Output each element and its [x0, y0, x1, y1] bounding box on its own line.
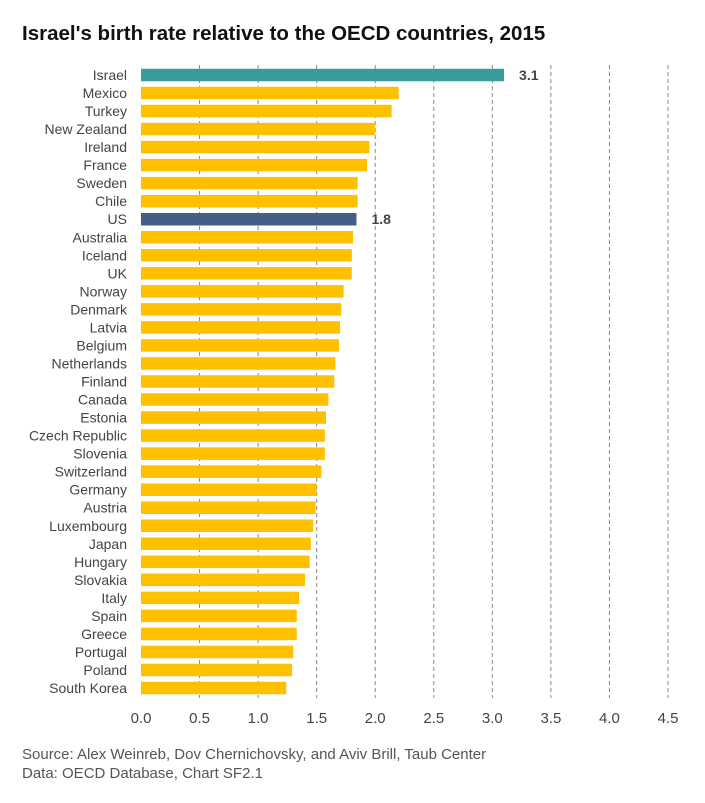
bar-belgium — [141, 339, 339, 352]
bar-estonia — [141, 411, 327, 424]
bar-greece — [141, 627, 297, 641]
category-label: Slovenia — [73, 446, 127, 462]
bar-netherlands — [141, 357, 336, 370]
bar-denmark — [141, 303, 342, 316]
bar-sweden — [141, 176, 358, 190]
category-label: Israel — [93, 67, 127, 83]
bar-new-zealand — [141, 122, 376, 136]
category-label: Italy — [101, 590, 127, 606]
category-label: Sweden — [76, 175, 127, 191]
category-label: South Korea — [49, 680, 127, 696]
x-tick-label: 1.0 — [248, 710, 269, 727]
category-label: Australia — [73, 229, 128, 245]
category-label: Belgium — [76, 337, 127, 353]
category-label: Austria — [83, 500, 127, 516]
x-tick-label: 0.0 — [131, 710, 152, 727]
bar-iceland — [141, 249, 352, 262]
category-label: Canada — [78, 392, 127, 408]
bar-mexico — [141, 86, 399, 100]
bar-uk — [141, 267, 352, 280]
category-label: Mexico — [83, 85, 128, 101]
category-label: Switzerland — [55, 464, 127, 480]
bar-switzerland — [141, 465, 322, 478]
bar-australia — [141, 231, 353, 244]
bar-turkey — [141, 104, 392, 118]
source-text: Source: Alex Weinreb, Dov Chernichovsky,… — [22, 746, 487, 763]
category-label: Denmark — [70, 301, 128, 317]
x-tick-label: 3.0 — [482, 710, 503, 727]
bar-finland — [141, 375, 335, 388]
x-tick-label: 2.0 — [365, 710, 386, 727]
category-label: Poland — [83, 662, 127, 678]
chart-title: Israel's birth rate relative to the OECD… — [22, 22, 546, 45]
category-label: Turkey — [85, 103, 127, 119]
category-label: Greece — [81, 626, 127, 642]
category-label: Portugal — [75, 644, 127, 660]
bar-israel — [141, 68, 505, 82]
category-label: Germany — [69, 482, 127, 498]
bar-slovenia — [141, 447, 325, 460]
category-label: Slovakia — [74, 572, 127, 588]
bar-portugal — [141, 645, 294, 659]
bar-poland — [141, 663, 293, 677]
x-tick-label: 3.5 — [540, 710, 561, 727]
bar-czech-republic — [141, 429, 325, 442]
x-tick-label: 0.5 — [189, 710, 210, 727]
category-label: Japan — [89, 536, 127, 552]
bar-latvia — [141, 321, 341, 334]
bar-canada — [141, 393, 329, 406]
x-tick-label: 4.5 — [658, 710, 679, 727]
bar-france — [141, 158, 368, 172]
bar-chart: 0.0 0.5 1.0 1.5 2.0 2.5 3.0 3.5 4.0 4.5 Israel 3.1 M… — [29, 65, 679, 727]
category-label: UK — [108, 265, 128, 281]
bar-austria — [141, 501, 316, 514]
data-label: 1.8 — [371, 211, 391, 227]
x-tick-label: 1.5 — [306, 710, 327, 727]
category-label: Norway — [80, 283, 127, 299]
category-label: Chile — [95, 193, 127, 209]
category-label: Czech Republic — [29, 428, 127, 444]
category-label: US — [108, 211, 127, 227]
category-label: Hungary — [74, 554, 127, 570]
bar-italy — [141, 591, 300, 605]
category-label: Ireland — [84, 139, 127, 155]
bar-ireland — [141, 140, 370, 154]
category-label: Netherlands — [52, 355, 128, 371]
bar-norway — [141, 285, 344, 298]
bar-germany — [141, 483, 317, 496]
bar-luxembourg — [141, 519, 314, 532]
category-label: Iceland — [82, 247, 127, 263]
category-label: Spain — [91, 608, 127, 624]
bar-slovakia — [141, 573, 305, 587]
x-tick-label: 2.5 — [423, 710, 444, 727]
data-source-text: Data: OECD Database, Chart SF2.1 — [22, 765, 263, 782]
category-label: France — [83, 157, 127, 173]
category-label: Latvia — [90, 319, 128, 335]
category-label: Luxembourg — [49, 518, 127, 534]
bar-chile — [141, 194, 358, 208]
data-label: 3.1 — [519, 67, 539, 83]
bar-japan — [141, 537, 311, 551]
bar-south-korea — [141, 681, 287, 695]
category-label: Estonia — [80, 410, 127, 426]
bar-hungary — [141, 555, 310, 569]
bar-us — [141, 212, 357, 226]
category-label: New Zealand — [45, 121, 128, 137]
bar-spain — [141, 609, 297, 623]
x-tick-label: 4.0 — [599, 710, 620, 727]
category-label: Finland — [81, 374, 127, 390]
